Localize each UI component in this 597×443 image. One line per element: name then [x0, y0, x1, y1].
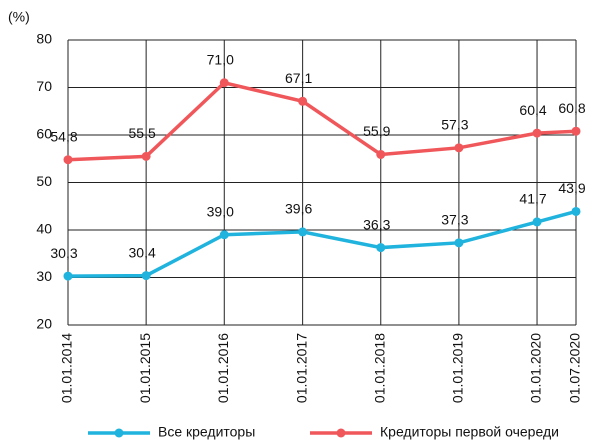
y-tick-label: 60 [36, 126, 52, 142]
data-label: 55,5 [129, 125, 156, 141]
data-label: 30,4 [129, 244, 156, 260]
data-point [376, 149, 386, 159]
data-point [141, 151, 151, 161]
data-label: 36,3 [363, 216, 390, 232]
legend-label: Кредиторы первой очереди [380, 424, 559, 440]
data-label: 43,9 [558, 180, 585, 196]
y-tick-label: 50 [36, 173, 52, 189]
data-label: 39,0 [207, 203, 234, 219]
data-label: 55,9 [363, 123, 390, 139]
x-tick-label: 01.01.2017 [293, 333, 309, 403]
data-label: 39,6 [285, 201, 312, 217]
x-tick-label: 01.01.2019 [450, 333, 466, 403]
legend-marker [114, 428, 124, 438]
data-point [63, 155, 73, 165]
y-tick-label: 40 [36, 221, 52, 237]
data-point [219, 230, 229, 240]
data-label: 37,3 [441, 212, 468, 228]
data-label: 30,3 [50, 245, 77, 261]
data-label: 60,8 [558, 100, 585, 116]
x-tick-label: 01.07.2020 [567, 333, 583, 403]
series-line [67, 80, 577, 162]
x-tick-label: 01.01.2018 [371, 333, 387, 403]
x-tick-label: 01.01.2016 [215, 333, 231, 403]
y-tick-label: 70 [36, 78, 52, 94]
x-tick-label: 01.01.2014 [59, 333, 75, 403]
y-tick-label: 80 [36, 31, 52, 47]
data-point [63, 271, 73, 281]
data-label: 71,0 [207, 51, 234, 67]
data-label: 54,8 [50, 128, 77, 144]
x-tick-label: 01.01.2015 [137, 333, 153, 403]
legend-label: Все кредиторы [158, 424, 255, 440]
legend-marker [336, 428, 346, 438]
data-point [376, 243, 386, 253]
data-label: 41,7 [519, 191, 546, 207]
y-tick-label: 30 [36, 268, 52, 284]
data-point [532, 128, 542, 138]
data-point [219, 78, 229, 88]
data-label: 67,1 [285, 70, 312, 86]
data-point [454, 143, 464, 153]
data-point [298, 227, 308, 237]
series-line [67, 209, 577, 278]
y-axis-unit: (%) [8, 9, 30, 25]
data-point [141, 271, 151, 281]
data-label: 60,4 [519, 102, 546, 118]
data-label: 57,3 [441, 117, 468, 133]
data-point [454, 238, 464, 248]
data-point [571, 206, 581, 216]
data-point [298, 96, 308, 106]
data-point [532, 217, 542, 227]
y-tick-label: 20 [36, 316, 52, 332]
data-point [571, 126, 581, 136]
x-tick-label: 01.01.2020 [528, 333, 544, 403]
